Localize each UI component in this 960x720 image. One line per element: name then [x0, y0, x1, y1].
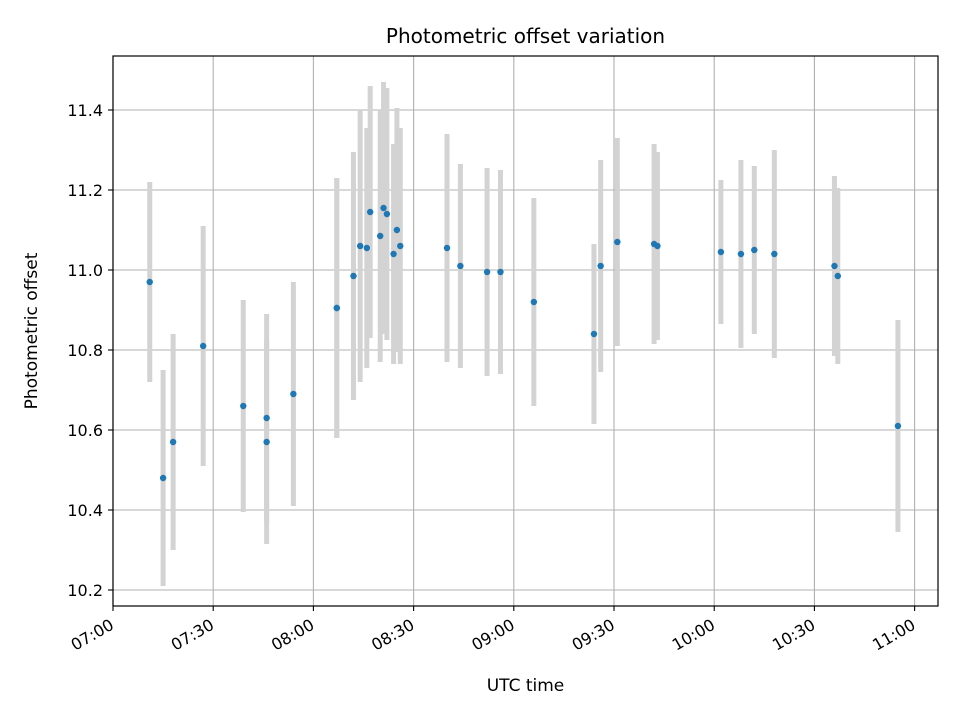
data-point [159, 474, 167, 482]
data-point [363, 244, 371, 252]
data-point [263, 414, 270, 422]
data-point [290, 390, 297, 398]
data-point [457, 262, 464, 270]
data-point [146, 278, 153, 286]
data-points [146, 204, 902, 482]
data-point [333, 304, 340, 312]
y-tick-label: 10.4 [67, 501, 103, 520]
data-point [654, 242, 661, 250]
data-point [443, 244, 451, 252]
data-point [894, 422, 902, 430]
data-point [390, 250, 397, 258]
data-point [831, 262, 838, 270]
data-point [263, 438, 270, 446]
y-axis-ticks: 10.2 10.4 10.6 10.8 11.0 11.2 11.4 [67, 101, 113, 600]
data-point [717, 248, 725, 256]
grid [112, 56, 938, 606]
data-point [597, 262, 604, 270]
data-point [614, 238, 621, 246]
y-tick-label: 10.8 [67, 341, 103, 360]
data-point [383, 210, 391, 218]
y-tick-label: 11.2 [67, 181, 103, 200]
y-axis-label: Photometric offset [22, 252, 42, 409]
data-point [530, 298, 538, 306]
plot-frame [112, 55, 939, 607]
data-point [397, 242, 404, 250]
data-point [737, 250, 745, 258]
y-tick-label: 11.0 [67, 261, 103, 280]
y-tick-label: 10.2 [67, 581, 103, 600]
data-point [771, 250, 778, 258]
data-point [834, 272, 841, 280]
data-point [483, 268, 491, 276]
data-point [393, 226, 401, 234]
data-point [356, 242, 364, 250]
data-point [380, 204, 387, 212]
x-axis-label: UTC time [487, 676, 565, 696]
data-point [497, 268, 504, 276]
data-point [751, 246, 758, 254]
y-tick-label: 10.6 [67, 421, 103, 440]
y-tick-label: 11.4 [67, 101, 103, 120]
data-point [350, 272, 357, 280]
data-point [366, 208, 374, 216]
data-point [169, 438, 177, 446]
data-point [590, 330, 598, 338]
data-point [377, 232, 384, 240]
data-point [199, 342, 207, 350]
chart-title: Photometric offset variation [386, 24, 665, 48]
data-point [240, 402, 247, 410]
